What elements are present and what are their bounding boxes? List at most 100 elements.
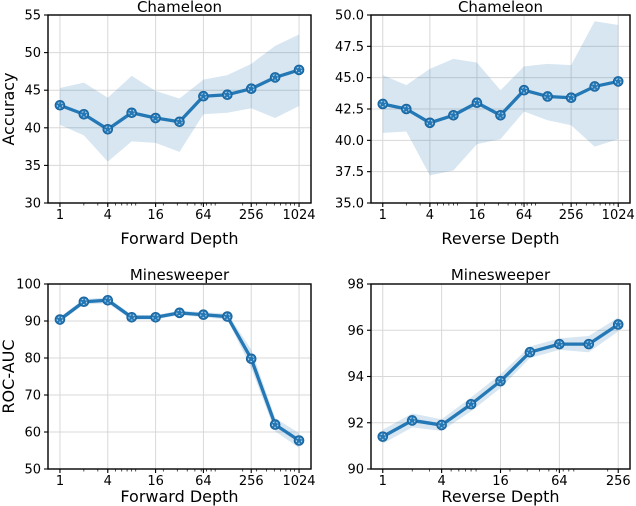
- x-tick-label: 1024: [282, 208, 315, 223]
- data-point-marker: [54, 99, 66, 111]
- y-tick-label: 37.5: [335, 165, 364, 180]
- data-point-marker: [293, 435, 305, 446]
- data-point-marker: [150, 112, 161, 124]
- chart-minesweeper-forward: 1 4 16 64 256 1024 50 60 70 80 90 100 Minesweeper For…: [0, 253, 318, 506]
- data-point-marker-ring: [615, 78, 622, 85]
- y-tick-label: 96: [347, 324, 364, 339]
- x-axis-label: Reverse Depth: [441, 487, 559, 506]
- chart-title: Chameleon: [137, 0, 222, 16]
- y-tick-label: 80: [24, 352, 41, 367]
- data-point-marker-ring: [467, 401, 475, 408]
- data-point-marker: [612, 319, 624, 330]
- data-point-marker: [583, 338, 595, 350]
- data-point-marker: [406, 415, 418, 426]
- data-point-marker: [612, 76, 624, 87]
- data-point-marker: [78, 296, 90, 308]
- x-tick-label: 1024: [602, 208, 635, 223]
- data-point-marker-ring: [200, 93, 207, 100]
- data-point-marker: [448, 109, 459, 121]
- data-point-marker-ring: [248, 85, 255, 92]
- y-tick-label: 50.0: [335, 9, 364, 24]
- axes-spines: [47, 14, 312, 204]
- x-tick-label: 16: [469, 208, 486, 223]
- data-point-marker-ring: [80, 298, 88, 305]
- data-point-marker: [245, 83, 257, 94]
- y-axis-label: ROC-AUC: [0, 339, 18, 413]
- data-point-marker: [524, 346, 536, 358]
- y-tick-label: 60: [24, 426, 41, 441]
- y-tick-label: 50: [24, 463, 41, 478]
- x-tick-label: 256: [606, 474, 631, 489]
- y-tick-label: 35.0: [335, 197, 364, 212]
- data-point-marker-ring: [409, 417, 416, 424]
- data-point-marker: [126, 107, 137, 119]
- data-point-marker-ring: [271, 421, 279, 428]
- y-tick-label: 42.5: [335, 103, 364, 118]
- x-tick-label: 1: [56, 208, 64, 223]
- x-tick-label: 64: [551, 474, 568, 489]
- data-point-marker-ring: [104, 126, 111, 133]
- data-point-marker-ring: [556, 340, 563, 348]
- confidence-band: [382, 21, 619, 176]
- data-point-marker-ring: [520, 87, 528, 94]
- y-tick-label: 70: [24, 389, 41, 404]
- data-point-marker: [377, 98, 389, 110]
- data-point-marker-ring: [224, 91, 231, 98]
- data-point-marker: [465, 398, 477, 410]
- data-point-marker-ring: [176, 118, 183, 125]
- data-point-marker: [269, 72, 281, 83]
- chart-chameleon-reverse: 1 4 16 64 256 1024 35.0 37.5 40.0 42.5 45.0 47.5 50.…: [318, 0, 636, 253]
- data-point-marker: [222, 311, 233, 322]
- confidence-band: [59, 297, 300, 448]
- data-point-marker: [198, 90, 209, 102]
- y-tick-label: 100: [16, 278, 41, 293]
- x-tick-label: 16: [147, 208, 164, 223]
- data-point-marker-ring: [379, 433, 386, 440]
- data-point-marker-ring: [80, 111, 88, 118]
- data-point-marker-ring: [379, 100, 386, 108]
- data-point-marker: [102, 294, 114, 306]
- data-point-marker: [495, 109, 506, 121]
- y-tick-label: 90: [24, 315, 41, 330]
- x-tick-label: 1: [56, 474, 64, 489]
- y-tick-label: 40: [24, 121, 41, 136]
- data-point-marker: [565, 92, 577, 104]
- x-tick-label: 4: [104, 474, 112, 489]
- data-point-marker-ring: [426, 119, 434, 126]
- y-tick-label: 40.0: [335, 134, 364, 149]
- data-point-marker-ring: [497, 112, 504, 119]
- x-tick-label: 16: [492, 474, 509, 489]
- y-tick-label: 98: [347, 278, 364, 293]
- axes-spines: [47, 283, 312, 470]
- y-tick-label: 45.0: [335, 71, 364, 86]
- data-point-marker-ring: [104, 297, 111, 304]
- data-point-marker-ring: [591, 83, 598, 90]
- data-point-marker-ring: [438, 421, 445, 429]
- data-point-marker: [126, 312, 137, 323]
- x-tick-label: 1: [379, 474, 387, 489]
- y-axis-label: Accuracy: [0, 72, 18, 145]
- data-point-marker: [269, 419, 281, 430]
- x-tick-label: 4: [104, 208, 112, 223]
- data-point-marker-ring: [585, 340, 592, 348]
- data-point-marker: [436, 419, 447, 431]
- chart-title: Minesweeper: [451, 266, 551, 284]
- chart-title: Minesweeper: [130, 266, 230, 284]
- x-tick-label: 64: [195, 208, 212, 223]
- x-axis-label: Reverse Depth: [441, 229, 559, 248]
- x-tick-label: 256: [239, 208, 264, 223]
- minesweeper-forward-plot: 1 4 16 64 256 1024 50 60 70 80 90 100 Minesweeper For…: [0, 266, 316, 506]
- data-point-marker: [589, 81, 600, 92]
- x-tick-label: 256: [239, 474, 264, 489]
- x-tick-label: 1: [379, 208, 387, 223]
- y-tick-label: 35: [24, 159, 41, 174]
- data-point-marker: [54, 314, 66, 325]
- x-axis-label: Forward Depth: [120, 487, 238, 506]
- data-point-marker: [245, 353, 257, 365]
- chart-minesweeper-reverse: 1 4 16 64 256 90 92 94 96 98 Minesweeper Reverse De…: [318, 253, 636, 506]
- data-point-marker-ring: [544, 93, 551, 100]
- confidence-band: [59, 34, 300, 162]
- data-point-marker-ring: [152, 114, 159, 122]
- y-tick-label: 92: [347, 416, 364, 431]
